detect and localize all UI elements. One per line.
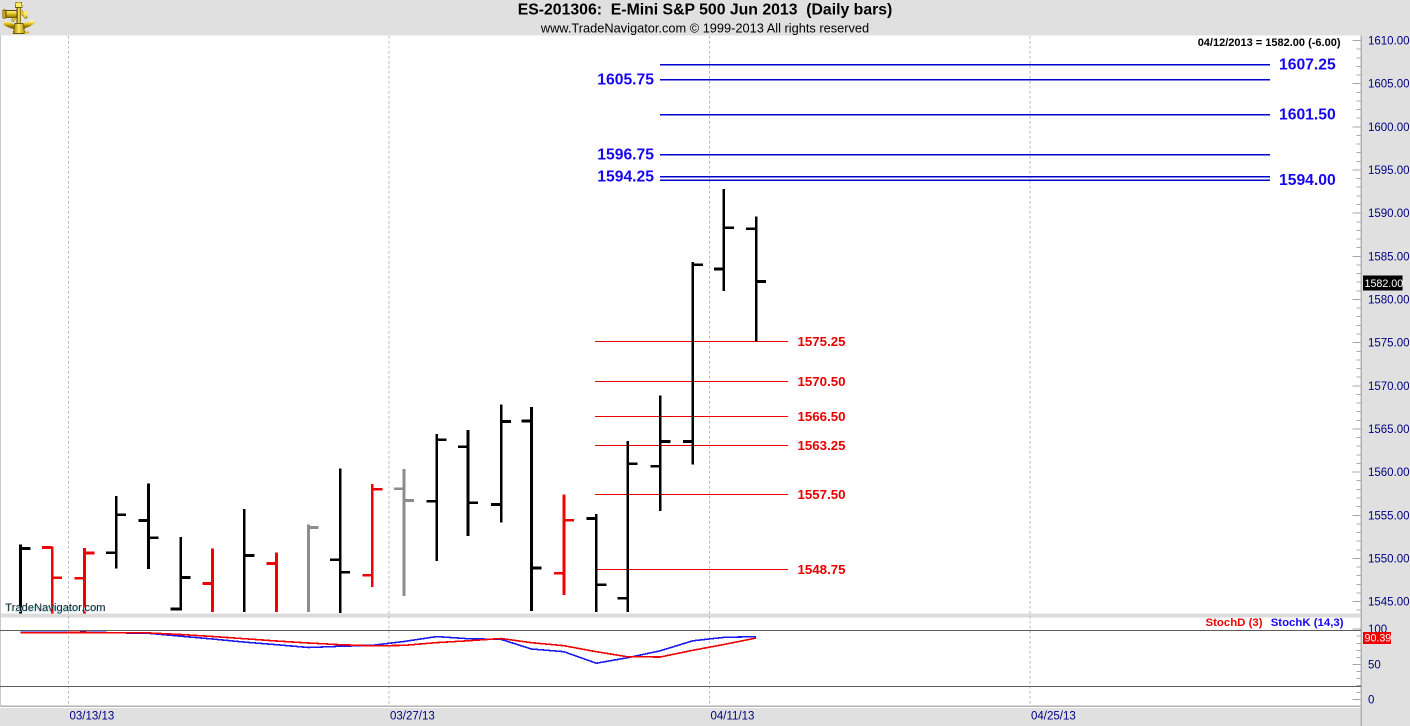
svg-text:1594.00: 1594.00: [1279, 172, 1336, 189]
svg-text:1575.00: 1575.00: [1368, 338, 1410, 350]
svg-text:1545.00: 1545.00: [1368, 597, 1410, 609]
svg-text:TradeNavigator.com: TradeNavigator.com: [5, 602, 105, 614]
svg-text:1607.25: 1607.25: [1279, 57, 1336, 74]
svg-text:1580.00: 1580.00: [1368, 295, 1410, 307]
svg-text:1566.50: 1566.50: [798, 409, 846, 424]
svg-text:1563.25: 1563.25: [798, 438, 847, 453]
svg-text:1595.00: 1595.00: [1368, 165, 1410, 177]
svg-text:1557.50: 1557.50: [798, 487, 846, 502]
svg-text:www.TradeNavigator.com © 1999-: www.TradeNavigator.com © 1999-2013 All r…: [540, 21, 869, 36]
svg-text:1596.75: 1596.75: [597, 147, 654, 164]
svg-text:1570.50: 1570.50: [798, 374, 846, 389]
svg-text:03/13/13: 03/13/13: [70, 711, 115, 723]
svg-text:1560.00: 1560.00: [1368, 467, 1410, 479]
svg-text:0: 0: [1368, 695, 1374, 707]
svg-text:1548.75: 1548.75: [798, 562, 847, 577]
svg-text:1565.00: 1565.00: [1368, 424, 1410, 436]
svg-text:04/12/2013 = 1582.00 (-6.00): 04/12/2013 = 1582.00 (-6.00): [1198, 37, 1341, 49]
svg-text:StochK (14,3): StochK (14,3): [1271, 617, 1344, 629]
svg-text:03/27/13: 03/27/13: [390, 711, 435, 723]
svg-text:1610.00: 1610.00: [1368, 36, 1410, 48]
svg-text:1590.00: 1590.00: [1368, 208, 1410, 220]
svg-text:1570.00: 1570.00: [1368, 381, 1410, 393]
svg-text:1605.75: 1605.75: [597, 72, 654, 89]
svg-text:50: 50: [1368, 659, 1381, 671]
svg-text:StochD (3): StochD (3): [1206, 617, 1263, 629]
svg-text:1575.25: 1575.25: [798, 334, 847, 349]
svg-text:04/25/13: 04/25/13: [1031, 711, 1076, 723]
svg-text:TradeNavigator.com: TradeNavigator.com: [5, 603, 105, 615]
svg-text:1594.25: 1594.25: [597, 169, 654, 186]
svg-text:1550.00: 1550.00: [1368, 553, 1410, 565]
svg-text:ES-201306: E-Mini S&P 500 Jun: ES-201306: E-Mini S&P 500 Jun 2013 (Dail…: [518, 2, 893, 19]
svg-text:1585.00: 1585.00: [1368, 251, 1410, 263]
svg-text:1605.00: 1605.00: [1368, 79, 1410, 91]
svg-text:1600.00: 1600.00: [1368, 122, 1410, 134]
svg-text:1555.00: 1555.00: [1368, 510, 1410, 522]
svg-text:04/11/13: 04/11/13: [711, 711, 755, 723]
svg-text:1582.00: 1582.00: [1365, 278, 1404, 290]
svg-text:1601.50: 1601.50: [1279, 107, 1336, 124]
svg-text:90.39: 90.39: [1365, 633, 1392, 645]
